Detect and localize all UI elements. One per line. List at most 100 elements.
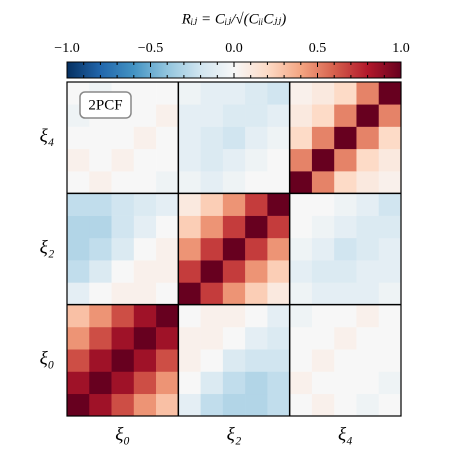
heatmap-cell	[200, 304, 224, 328]
heatmap-cell	[133, 393, 157, 417]
heatmap-cell	[334, 282, 357, 305]
heatmap-cell	[267, 126, 290, 150]
heatmap-cell	[334, 104, 357, 127]
heatmap-cell	[378, 260, 402, 283]
heatmap-cell	[356, 215, 380, 239]
heatmap-cell	[200, 393, 224, 417]
heatmap-cell	[89, 304, 112, 328]
heatmap-cell	[378, 148, 402, 172]
x-tick-label: ξ₂	[227, 424, 242, 445]
heatmap-cell	[378, 171, 402, 194]
heatmap-cell	[178, 82, 201, 105]
heatmap-cell	[178, 126, 201, 150]
heatmap-cell	[289, 393, 313, 417]
heatmap-cell	[222, 282, 246, 305]
colorbar-tick-label: 0.5	[309, 41, 327, 56]
heatmap-cell	[289, 215, 313, 239]
heatmap-cell	[311, 171, 335, 194]
heatmap-cell	[222, 126, 246, 150]
heatmap-cell	[356, 148, 380, 172]
heatmap-cell	[356, 104, 380, 127]
annotation: 2PCF	[88, 97, 122, 113]
plot-frame	[66, 81, 402, 417]
heatmap-cell	[289, 326, 313, 350]
heatmap-cell	[267, 304, 290, 328]
heatmap-cell	[111, 260, 135, 283]
heatmap-cell	[156, 82, 179, 105]
heatmap-cell	[267, 371, 290, 395]
heatmap-cell	[378, 282, 402, 305]
heatmap-cell	[156, 193, 179, 216]
heatmap-cell	[156, 104, 179, 127]
heatmap-cell	[245, 171, 268, 194]
heatmap-cell	[245, 104, 268, 127]
heatmap-cell	[378, 349, 402, 372]
heatmap-cell	[67, 260, 90, 283]
heatmap-cell	[156, 215, 179, 239]
heatmap-cell	[356, 126, 380, 150]
heatmap-cell	[133, 304, 157, 328]
colorbar-tick-label: 1.0	[392, 41, 410, 56]
heatmap-cell	[311, 260, 335, 283]
x-tick-label: ξ₄	[338, 424, 353, 445]
heatmap-cell	[378, 104, 402, 127]
heatmap-cell	[178, 193, 201, 216]
heatmap-cell	[289, 349, 313, 372]
heatmap-cell	[89, 237, 112, 261]
heatmap-cell	[111, 171, 135, 194]
heatmap-cell	[222, 393, 246, 417]
heatmap-cell	[156, 148, 179, 172]
heatmap-cell	[334, 82, 357, 105]
heatmap-cell	[289, 304, 313, 328]
heatmap-cell	[245, 260, 268, 283]
heatmap-cell	[311, 126, 335, 150]
heatmap-cell	[311, 371, 335, 395]
chart-title: Rᵢⱼ = Cᵢⱼ/√(CᵢᵢCⱼⱼ)	[181, 11, 287, 27]
y-tick-label: ξ₂	[40, 237, 55, 258]
heatmap-cell	[156, 349, 179, 372]
heatmap-cell	[133, 260, 157, 283]
heatmap-cell	[222, 260, 246, 283]
heatmap-cell	[356, 282, 380, 305]
heatmap-cell	[245, 237, 268, 261]
colorbar-tick-label: −1.0	[54, 41, 79, 56]
heatmap-cell	[356, 237, 380, 261]
heatmap-cell	[267, 349, 290, 372]
heatmap-cell	[267, 193, 290, 216]
heatmap-cell	[178, 304, 201, 328]
heatmap-cell	[133, 326, 157, 350]
heatmap-cell	[222, 104, 246, 127]
heatmap-cell	[111, 349, 135, 372]
heatmap-cell	[245, 215, 268, 239]
heatmap-cell	[289, 237, 313, 261]
heatmap-cell	[245, 282, 268, 305]
heatmap-cell	[178, 260, 201, 283]
colorbar-tick-label: 0.0	[225, 41, 243, 56]
heatmap-cell	[222, 304, 246, 328]
heatmap-cell	[200, 148, 224, 172]
heatmap-cell	[67, 393, 90, 417]
heatmap-cell	[334, 148, 357, 172]
heatmap-cell	[200, 371, 224, 395]
heatmap-cell	[89, 171, 112, 194]
heatmap-cell	[111, 126, 135, 150]
heatmap-cell	[67, 371, 90, 395]
heatmap-cell	[356, 326, 380, 350]
heatmap-cell	[334, 193, 357, 216]
heatmap-cell	[378, 82, 402, 105]
heatmap-cell	[289, 171, 313, 194]
heatmap-cell	[89, 215, 112, 239]
heatmap-cell	[111, 215, 135, 239]
heatmap-cell	[178, 104, 201, 127]
heatmap-cell	[289, 371, 313, 395]
heatmap-cell	[200, 215, 224, 239]
heatmap-cell	[89, 126, 112, 150]
heatmap-cell	[311, 282, 335, 305]
heatmap-cell	[356, 304, 380, 328]
heatmap-cell	[133, 171, 157, 194]
heatmap-cell	[178, 237, 201, 261]
heatmap-cell	[289, 126, 313, 150]
heatmap-cell	[67, 126, 90, 150]
heatmap-cell	[156, 171, 179, 194]
